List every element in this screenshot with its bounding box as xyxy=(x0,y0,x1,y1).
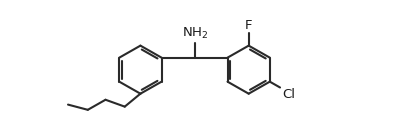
Text: NH$_2$: NH$_2$ xyxy=(182,26,209,41)
Text: Cl: Cl xyxy=(282,88,295,101)
Text: F: F xyxy=(245,19,252,32)
